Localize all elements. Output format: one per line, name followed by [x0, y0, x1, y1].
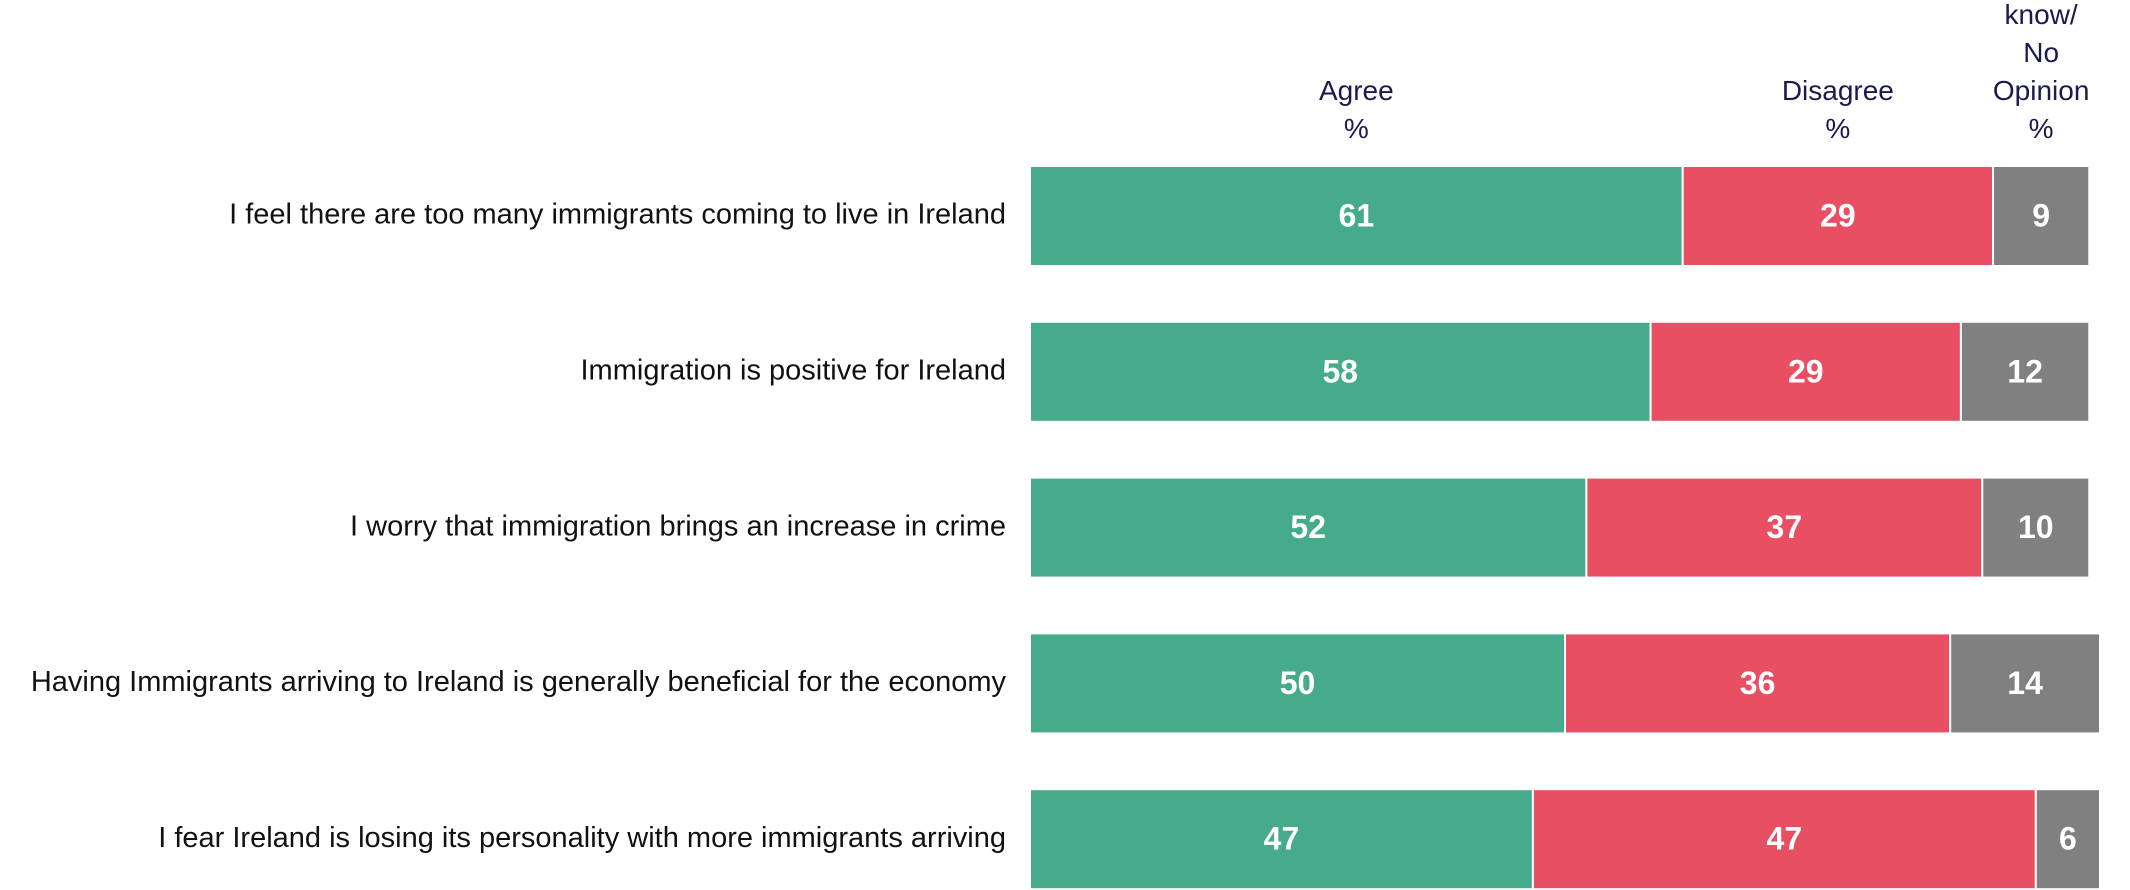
series-header: Disagree%	[1782, 72, 1894, 148]
category-label: Immigration is positive for Ireland	[581, 354, 1007, 386]
value-label: 29	[1788, 353, 1824, 389]
value-label: 52	[1290, 509, 1326, 545]
series-header: Don’t know/ No Opinion%	[1993, 0, 2090, 148]
bar-segment	[1585, 476, 1984, 579]
series-name: Disagree	[1781, 75, 1894, 106]
value-label: 58	[1323, 353, 1359, 389]
value-label: 6	[2059, 821, 2077, 857]
value-label: 36	[1740, 665, 1776, 701]
series-unit: %	[1825, 113, 1851, 144]
value-label: 29	[1820, 197, 1856, 233]
value-label: 9	[2032, 197, 2050, 233]
bar-segment	[1029, 165, 1684, 267]
bar-segment	[2034, 788, 2102, 890]
series-header: Agree%	[1319, 72, 1394, 148]
value-label: 50	[1280, 665, 1316, 701]
category-label: I worry that immigration brings an incre…	[350, 510, 1006, 542]
bar-segment	[1949, 632, 2101, 735]
bar-segment	[1959, 320, 2091, 423]
value-label: 47	[1264, 821, 1300, 857]
value-label: 37	[1767, 509, 1803, 545]
series-name: Don’t know/ No Opinion	[1992, 0, 2090, 106]
category-label: I feel there are too many immigrants com…	[229, 199, 1006, 231]
series-unit: %	[1343, 113, 1369, 144]
category-label: Having Immigrants arriving to Ireland is…	[31, 666, 1007, 698]
bar-segment	[1531, 788, 2037, 890]
bar-segment	[1029, 788, 1534, 890]
series-name: Agree	[1318, 75, 1394, 106]
value-label: 10	[2018, 509, 2054, 545]
bar-segment	[1029, 320, 1652, 423]
bar-segment	[1649, 320, 1962, 423]
series-unit: %	[2028, 113, 2054, 144]
value-label: 14	[2007, 665, 2043, 701]
bar-segment	[1029, 632, 1566, 735]
category-label: I fear Ireland is losing its personality…	[158, 822, 1006, 854]
bar-segment	[1029, 476, 1588, 579]
value-label: 12	[2007, 353, 2043, 389]
bar-segment	[1992, 165, 2091, 267]
value-label: 61	[1339, 197, 1375, 233]
value-label: 47	[1767, 821, 1803, 857]
bar-segment	[1981, 476, 2091, 579]
